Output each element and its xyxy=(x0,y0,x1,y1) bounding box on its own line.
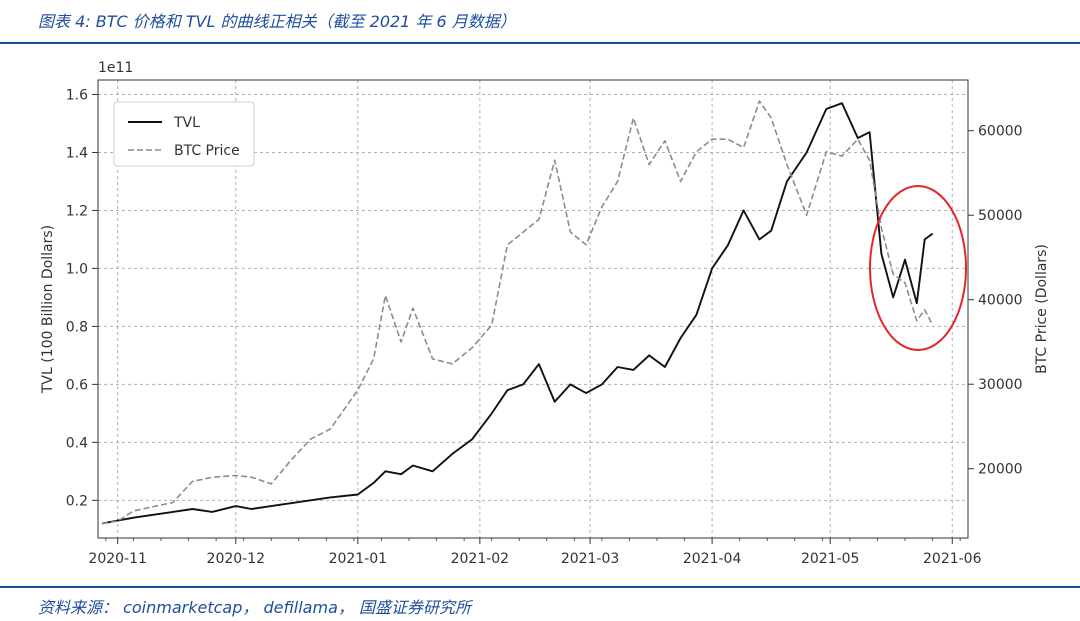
x-tick-label: 2020-11 xyxy=(88,551,147,567)
x-tick-label: 2021-03 xyxy=(561,551,620,567)
y-tick-label: 0.2 xyxy=(66,493,88,509)
y-tick-label: 1.6 xyxy=(66,87,88,103)
legend-label: TVL xyxy=(173,115,200,131)
y-tick-label: 0.8 xyxy=(66,319,88,335)
y2-tick-label: 50000 xyxy=(978,208,1023,224)
figure-title: 图表 4: BTC 价格和 TVL 的曲线正相关（截至 2021 年 6 月数据… xyxy=(38,12,516,31)
x-tick-label: 2021-06 xyxy=(923,551,982,567)
x-tick-label: 2020-12 xyxy=(207,551,266,567)
y2-tick-label: 60000 xyxy=(978,124,1023,140)
y2-tick-label: 20000 xyxy=(978,462,1023,478)
plot-frame xyxy=(97,79,969,539)
y-axis-label: TVL (100 Billion Dollars) xyxy=(40,225,56,394)
x-tick-label: 2021-01 xyxy=(329,551,388,567)
y-tick-label: 1.2 xyxy=(66,203,88,219)
legend: TVL BTC Price xyxy=(113,101,255,167)
y2-tick-label: 40000 xyxy=(978,293,1023,309)
y2-tick-label: 30000 xyxy=(978,377,1023,393)
y2-axis-label: BTC Price (Dollars) xyxy=(1034,244,1050,374)
x-tick-label: 2021-02 xyxy=(451,551,510,567)
axes: 0.2 0.4 0.6 0.8 1.0 1.2 1.4 1.6 20000 30000 40000 5… xyxy=(40,60,1050,567)
y-tick-label: 0.6 xyxy=(66,377,88,393)
y-tick-label: 1.0 xyxy=(66,261,88,277)
x-tick-label: 2021-04 xyxy=(683,551,742,567)
series-lines xyxy=(101,100,934,525)
figure-source: 资料来源： coinmarketcap， defillama， 国盛证券研究所 xyxy=(38,598,471,617)
highlight-circle xyxy=(869,185,967,351)
title-rule xyxy=(0,42,1080,44)
tvl-line xyxy=(101,102,934,525)
x-tick-label: 2021-05 xyxy=(801,551,860,567)
legend-label: BTC Price xyxy=(174,143,240,159)
source-rule xyxy=(0,586,1080,588)
y-tick-label: 1.4 xyxy=(66,145,88,161)
y-offset-text: 1e11 xyxy=(98,60,133,76)
btc-price-line xyxy=(101,100,934,525)
y-tick-label: 0.4 xyxy=(66,435,88,451)
